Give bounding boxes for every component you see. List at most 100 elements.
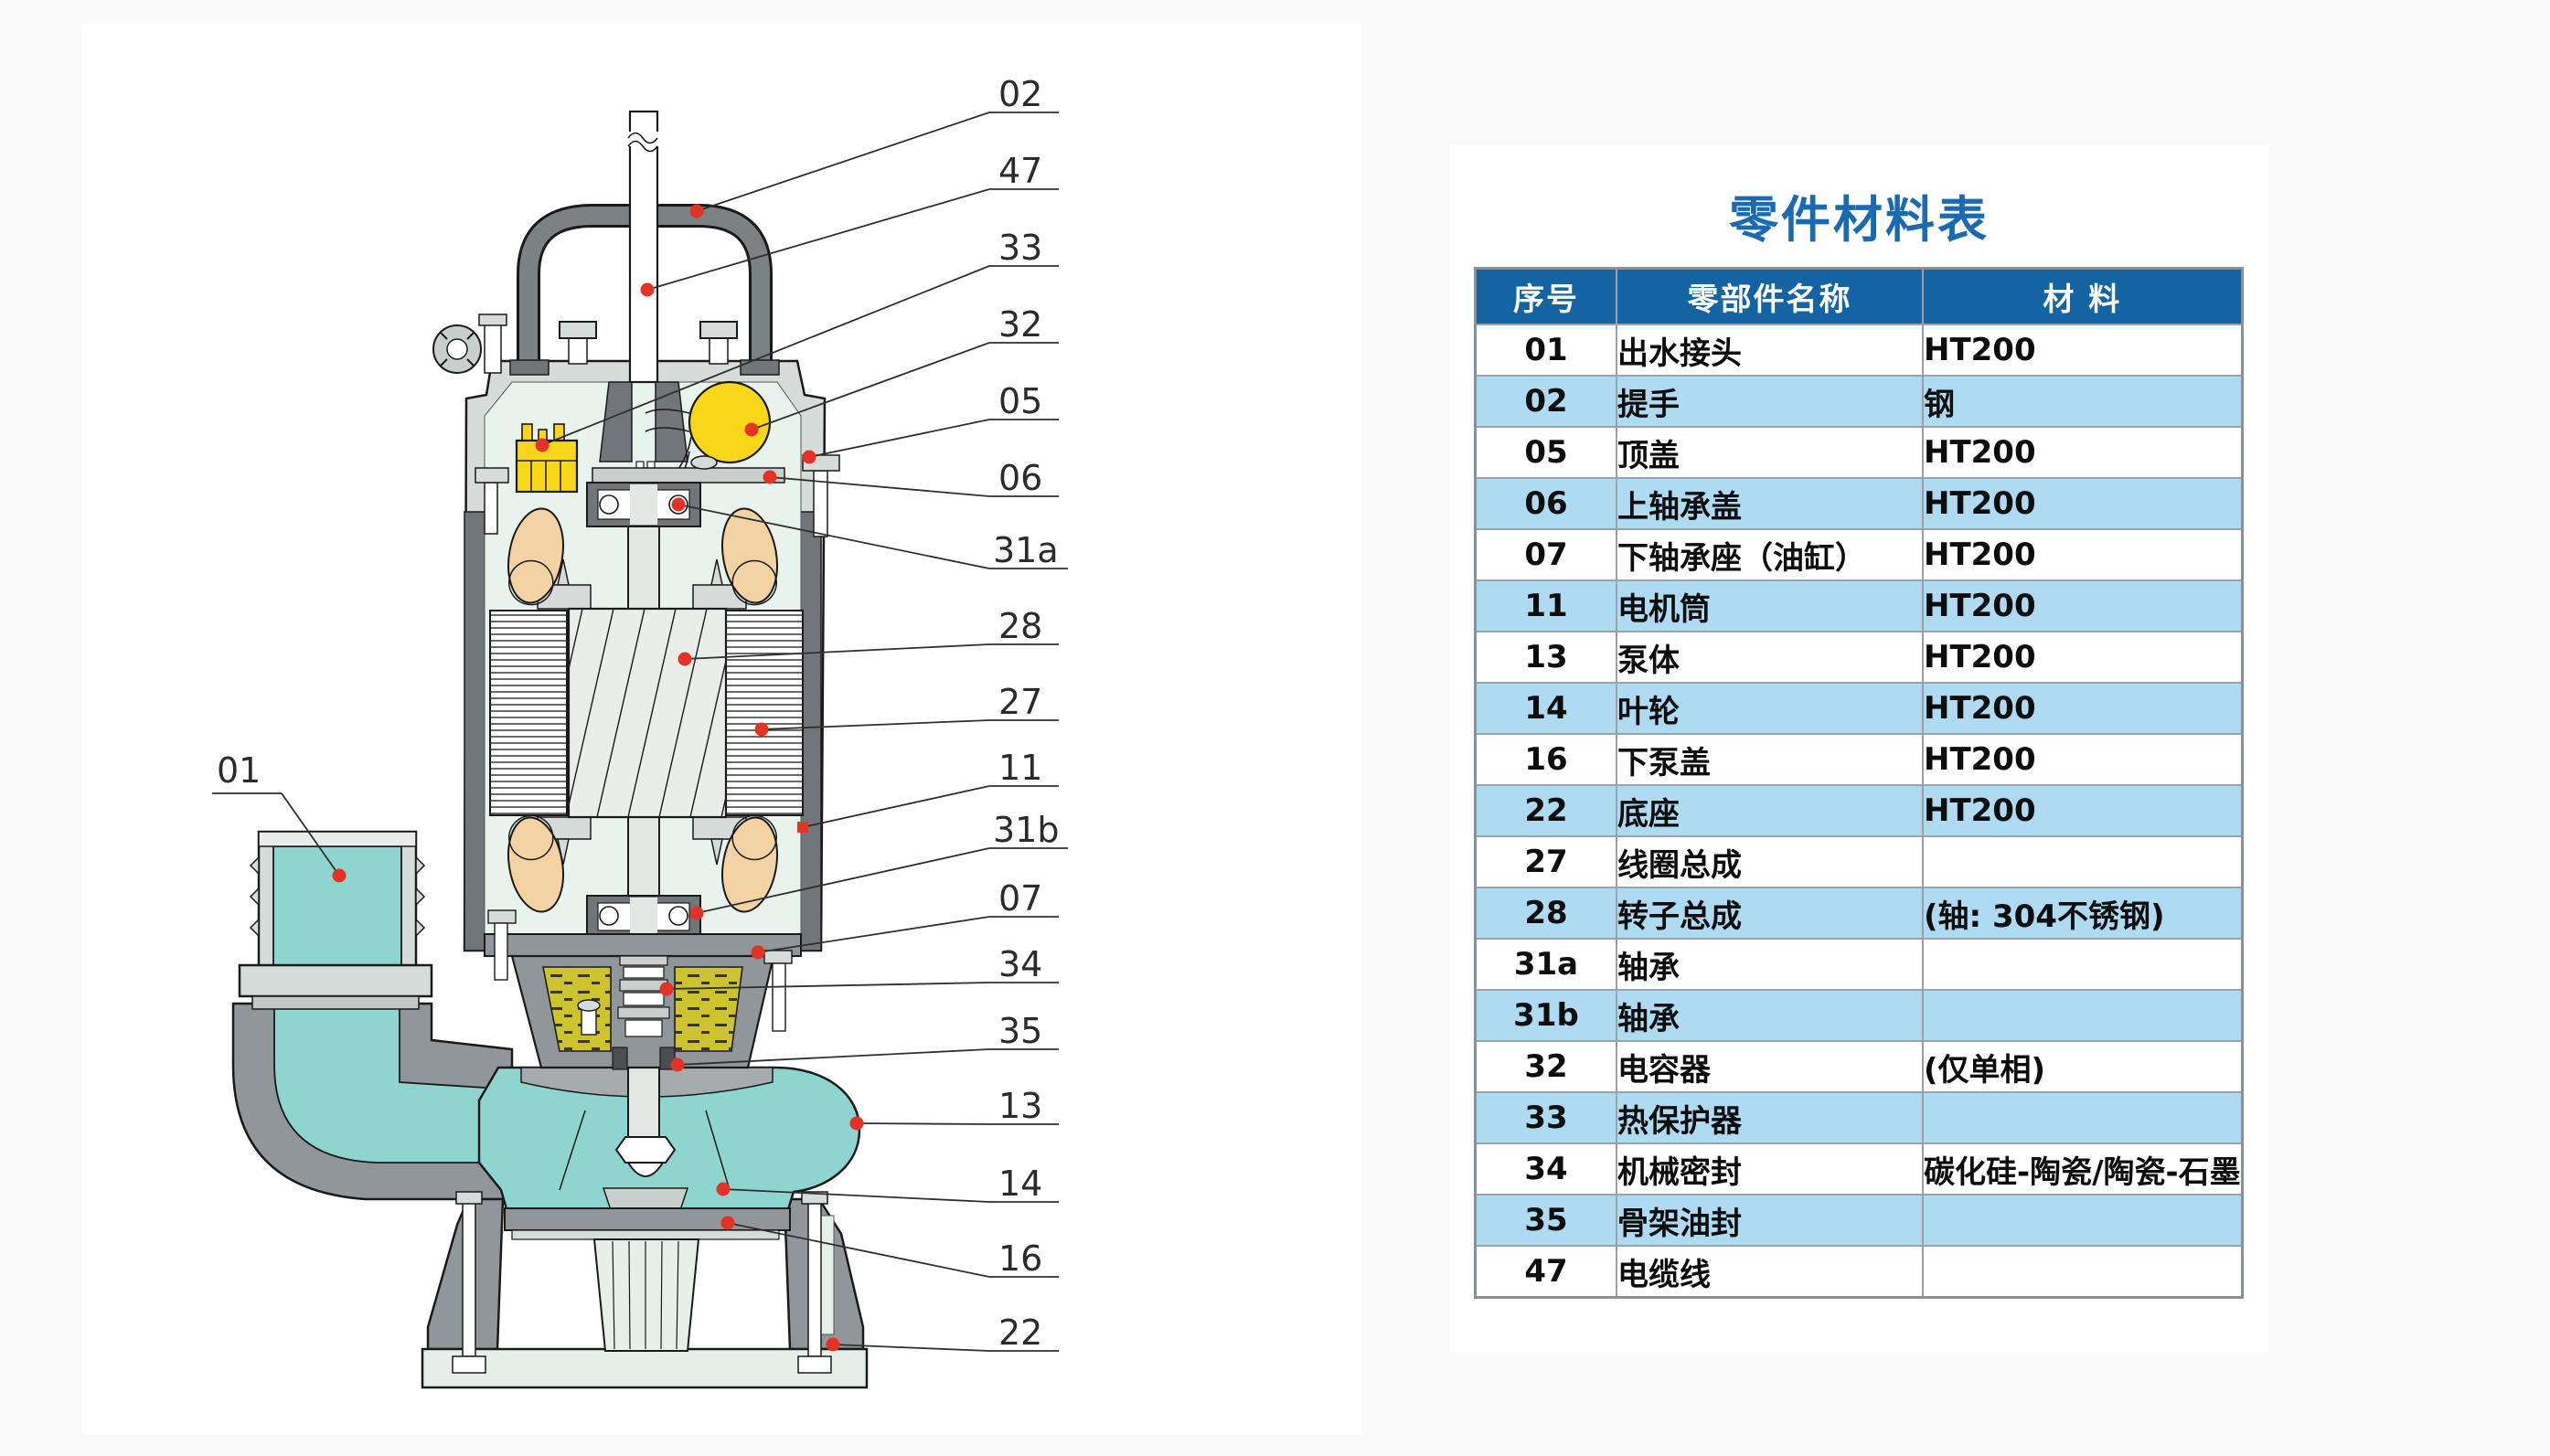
cell-no: 28: [1474, 887, 1617, 940]
lower-pump-cover: [504, 1207, 791, 1240]
callout-11: 11: [797, 748, 1059, 833]
table-row: 05 顶盖 HT200: [1474, 426, 2244, 479]
panel-title: 零件材料表: [1729, 191, 1990, 249]
callout-05: 05: [802, 381, 1059, 464]
cell-material: [1921, 938, 2244, 991]
callout-06: 06: [763, 458, 1059, 498]
callout-31b: 31b: [689, 810, 1068, 920]
outlet-elbow: [231, 1002, 514, 1201]
cell-material: HT200: [1921, 733, 2244, 786]
callout-dot: [689, 906, 704, 920]
leader-line: [722, 1188, 1059, 1203]
leader-line: [808, 419, 1059, 458]
callout-35: 35: [670, 1011, 1059, 1072]
impeller-cap: [626, 1162, 665, 1177]
cell-material: 碳化硅-陶瓷/陶瓷-石墨: [1921, 1142, 2244, 1196]
table-row: 47 电缆线: [1474, 1245, 2244, 1299]
cable-eyelet: [432, 314, 507, 374]
cell-material: [1921, 1245, 2244, 1299]
cell-name: 轴承: [1616, 989, 1924, 1042]
callout-label: 31b: [993, 810, 1059, 850]
cell-no: 47: [1474, 1245, 1617, 1299]
cell-no: 32: [1474, 1040, 1617, 1093]
cell-name: 电容器: [1616, 1040, 1924, 1093]
leader-line: [802, 785, 1059, 828]
cell-no: 22: [1474, 784, 1617, 837]
leader-line: [541, 265, 1059, 446]
callout-layer: 02 47 33 32 05 06 31a 28 27 11 31b 07 34 35 13 14 16 22 01: [212, 74, 1068, 1353]
cell-no: 34: [1474, 1142, 1617, 1196]
leader-line: [832, 1344, 1059, 1352]
lower-bearing: [586, 895, 701, 939]
callout-dot: [670, 1057, 685, 1072]
cell-name: 上轴承盖: [1616, 477, 1924, 530]
callout-label: 16: [998, 1238, 1042, 1279]
callout-28: 28: [678, 606, 1059, 666]
oil-seal: [612, 1047, 676, 1070]
leader-line: [677, 1048, 1059, 1066]
callout-label: 33: [998, 228, 1042, 268]
callout-dot: [640, 282, 655, 297]
cell-no: 31a: [1474, 938, 1617, 991]
table-row: 28 转子总成 (轴: 304不锈钢): [1474, 887, 2244, 940]
callout-label: 22: [998, 1313, 1042, 1353]
cell-material: HT200: [1921, 477, 2244, 530]
callout-32: 32: [744, 304, 1059, 437]
base-bolt-right: [807, 1202, 822, 1357]
cell-name: 热保护器: [1616, 1091, 1924, 1144]
base-bolt-left: [462, 1202, 476, 1357]
table-row: 01 出水接头 HT200: [1474, 324, 2244, 377]
stator-laminations: [489, 610, 804, 816]
cell-no: 07: [1474, 528, 1617, 581]
cell-material: [1921, 1194, 2244, 1247]
base-stand: [421, 1191, 869, 1389]
cell-no: 06: [1474, 477, 1617, 530]
leader-line: [212, 792, 340, 877]
cell-no: 35: [1474, 1194, 1617, 1247]
table-row: 34 机械密封 碳化硅-陶瓷/陶瓷-石墨: [1474, 1142, 2244, 1196]
cell-material: HT200: [1921, 784, 2244, 837]
callout-label: 27: [998, 682, 1042, 722]
cell-name: 电机筒: [1616, 579, 1924, 632]
callout-label: 47: [998, 151, 1042, 191]
callout-dot: [689, 204, 704, 218]
table-row: 06 上轴承盖 HT200: [1474, 477, 2244, 530]
callout-dot: [754, 722, 769, 737]
leader-line: [678, 504, 1068, 569]
cell-name: 机械密封: [1616, 1142, 1924, 1196]
callout-16: 16: [720, 1216, 1059, 1279]
callout-34: 34: [659, 944, 1059, 996]
cell-name: 骨架油封: [1616, 1194, 1924, 1247]
table-row: 31b 轴承: [1474, 989, 2244, 1042]
rotor: [567, 607, 728, 819]
column-header: 材 料: [1921, 267, 2244, 325]
callout-label: 34: [998, 944, 1042, 984]
table-row: 33 热保护器: [1474, 1091, 2244, 1144]
capacitor: [645, 380, 772, 464]
callout-label: 14: [998, 1164, 1042, 1204]
callout-47: 47: [640, 151, 1059, 297]
cell-no: 33: [1474, 1091, 1617, 1144]
cell-material: [1921, 989, 2244, 1042]
callout-31a: 31a: [671, 497, 1068, 570]
callout-dot: [716, 1182, 731, 1196]
base-plate: [421, 1347, 869, 1389]
cell-material: 钢: [1921, 375, 2244, 428]
cell-no: 02: [1474, 375, 1617, 428]
callout-dot: [332, 868, 347, 883]
callout-02: 02: [689, 74, 1059, 218]
cell-material: (轴: 304不锈钢): [1921, 887, 2244, 940]
outlet-flange: [238, 963, 433, 998]
table-row: 07 下轴承座（油缸） HT200: [1474, 528, 2244, 581]
leader-line: [761, 719, 1059, 730]
cell-name: 下泵盖: [1616, 733, 1924, 786]
leader-line: [684, 643, 1059, 660]
callout-label: 06: [998, 458, 1042, 498]
cell-material: HT200: [1921, 682, 2244, 735]
callout-label: 28: [998, 606, 1042, 646]
cell-name: 泵体: [1616, 631, 1924, 684]
callout-label: 07: [998, 878, 1042, 919]
callout-dot: [751, 945, 765, 960]
callout-33: 33: [535, 228, 1059, 452]
callout-label: 35: [998, 1011, 1042, 1051]
